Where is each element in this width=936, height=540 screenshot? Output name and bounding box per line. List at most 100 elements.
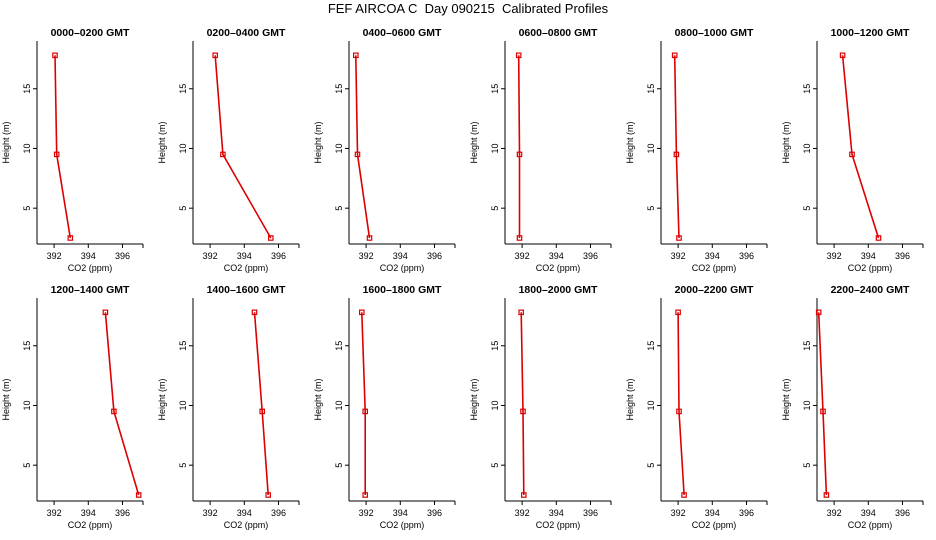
data-point bbox=[354, 151, 361, 158]
data-point bbox=[212, 52, 219, 59]
profile-line bbox=[673, 55, 680, 239]
data-point bbox=[259, 408, 266, 415]
y-axis-label: Height (m) bbox=[781, 378, 791, 420]
x-tick-label: 394 bbox=[861, 508, 876, 518]
x-axis-label: CO2 (ppm) bbox=[380, 263, 425, 273]
data-point bbox=[820, 408, 826, 415]
x-tick-label: 392 bbox=[515, 508, 530, 518]
x-tick-label: 396 bbox=[427, 251, 442, 261]
y-axis-label: Height (m) bbox=[469, 378, 479, 420]
data-point bbox=[515, 52, 522, 59]
profile-line bbox=[214, 55, 272, 239]
x-tick-label: 396 bbox=[739, 508, 754, 518]
y-tick-label: 5 bbox=[646, 463, 656, 468]
y-axis-label: Height (m) bbox=[625, 121, 635, 163]
x-tick-label: 394 bbox=[393, 508, 408, 518]
x-axis-label: CO2 (ppm) bbox=[224, 520, 269, 530]
y-tick-label: 15 bbox=[490, 84, 500, 94]
y-tick-label: 5 bbox=[22, 463, 32, 468]
profile-line bbox=[361, 312, 367, 495]
x-tick-label: 394 bbox=[549, 251, 564, 261]
page-title: FEF AIRCOA C Day 090215 Calibrated Profi… bbox=[327, 1, 609, 16]
data-point bbox=[268, 235, 274, 241]
panel-title: 1600–1800 GMT bbox=[363, 284, 442, 296]
data-point bbox=[362, 492, 369, 498]
y-axis-label: Height (m) bbox=[313, 121, 323, 163]
data-point bbox=[520, 408, 526, 415]
profile-panel: 2000–2200 GMT 392 394 396 5 10 15 CO2 (ppm) Heig… bbox=[625, 284, 768, 530]
panel-title: 0800–1000 GMT bbox=[675, 27, 754, 39]
x-axis-label: CO2 (ppm) bbox=[848, 520, 893, 530]
x-tick-label: 392 bbox=[359, 251, 374, 261]
y-axis-label: Height (m) bbox=[781, 121, 791, 163]
panel-title: 2000–2200 GMT bbox=[675, 284, 754, 296]
y-tick-label: 5 bbox=[490, 206, 500, 211]
y-tick-label: 15 bbox=[178, 341, 188, 351]
x-tick-label: 396 bbox=[115, 508, 130, 518]
x-axis-label: CO2 (ppm) bbox=[848, 263, 893, 273]
data-point bbox=[681, 492, 687, 498]
x-tick-label: 394 bbox=[549, 508, 564, 518]
y-axis-label: Height (m) bbox=[469, 121, 479, 163]
profile-line bbox=[355, 55, 371, 239]
y-tick-label: 5 bbox=[802, 206, 812, 211]
x-tick-label: 394 bbox=[705, 251, 720, 261]
y-tick-label: 5 bbox=[178, 206, 188, 211]
profile-panel: 0600–0800 GMT 392 394 396 5 10 15 CO2 (ppm) Heig… bbox=[469, 27, 612, 273]
data-point bbox=[815, 309, 822, 316]
x-tick-label: 396 bbox=[115, 251, 130, 261]
x-tick-label: 396 bbox=[583, 508, 598, 518]
panel-title: 0600–0800 GMT bbox=[519, 27, 598, 39]
panel-title: 1800–2000 GMT bbox=[519, 284, 598, 296]
data-point bbox=[839, 52, 846, 59]
y-tick-label: 10 bbox=[646, 400, 656, 410]
data-point bbox=[520, 492, 527, 498]
x-tick-label: 396 bbox=[895, 508, 910, 518]
x-tick-label: 394 bbox=[237, 508, 252, 518]
y-tick-label: 10 bbox=[22, 400, 32, 410]
x-tick-label: 392 bbox=[671, 251, 686, 261]
y-tick-label: 5 bbox=[178, 463, 188, 468]
x-tick-label: 392 bbox=[827, 251, 842, 261]
x-tick-label: 394 bbox=[393, 251, 408, 261]
data-point bbox=[135, 492, 142, 498]
y-tick-label: 5 bbox=[646, 206, 656, 211]
x-tick-label: 394 bbox=[861, 251, 876, 261]
profile-panel: 0200–0400 GMT 392 394 396 5 10 15 CO2 (ppm) Heig… bbox=[157, 27, 300, 273]
profile-line bbox=[517, 55, 521, 238]
data-point bbox=[359, 309, 365, 316]
data-point bbox=[111, 408, 117, 415]
data-point bbox=[676, 408, 682, 415]
y-tick-label: 10 bbox=[178, 400, 188, 410]
y-tick-label: 10 bbox=[334, 143, 344, 153]
x-tick-label: 392 bbox=[203, 508, 218, 518]
profile-line bbox=[253, 312, 269, 496]
y-axis-label: Height (m) bbox=[1, 121, 11, 163]
data-point bbox=[102, 309, 109, 316]
x-axis-label: CO2 (ppm) bbox=[68, 263, 113, 273]
data-point bbox=[823, 492, 830, 498]
data-point bbox=[516, 151, 523, 158]
y-axis-label: Height (m) bbox=[157, 378, 167, 420]
y-tick-label: 10 bbox=[802, 400, 812, 410]
data-point bbox=[265, 492, 272, 498]
x-tick-label: 392 bbox=[47, 251, 62, 261]
profile-line bbox=[841, 55, 880, 239]
profile-panel: 1200–1400 GMT 392 394 396 5 10 15 CO2 (ppm) Heig… bbox=[1, 284, 144, 530]
y-tick-label: 10 bbox=[646, 143, 656, 153]
y-tick-label: 10 bbox=[490, 143, 500, 153]
y-tick-label: 5 bbox=[22, 206, 32, 211]
profile-line bbox=[677, 312, 685, 496]
x-axis-label: CO2 (ppm) bbox=[692, 263, 737, 273]
data-point bbox=[362, 408, 369, 415]
data-point bbox=[52, 52, 58, 59]
data-point bbox=[875, 235, 882, 241]
x-tick-label: 392 bbox=[203, 251, 218, 261]
data-point bbox=[518, 309, 525, 316]
y-tick-label: 5 bbox=[802, 463, 812, 468]
y-tick-label: 10 bbox=[334, 400, 344, 410]
y-tick-label: 15 bbox=[802, 341, 812, 351]
y-axis-label: Height (m) bbox=[625, 378, 635, 420]
y-axis-label: Height (m) bbox=[157, 121, 167, 163]
data-point bbox=[516, 235, 523, 241]
